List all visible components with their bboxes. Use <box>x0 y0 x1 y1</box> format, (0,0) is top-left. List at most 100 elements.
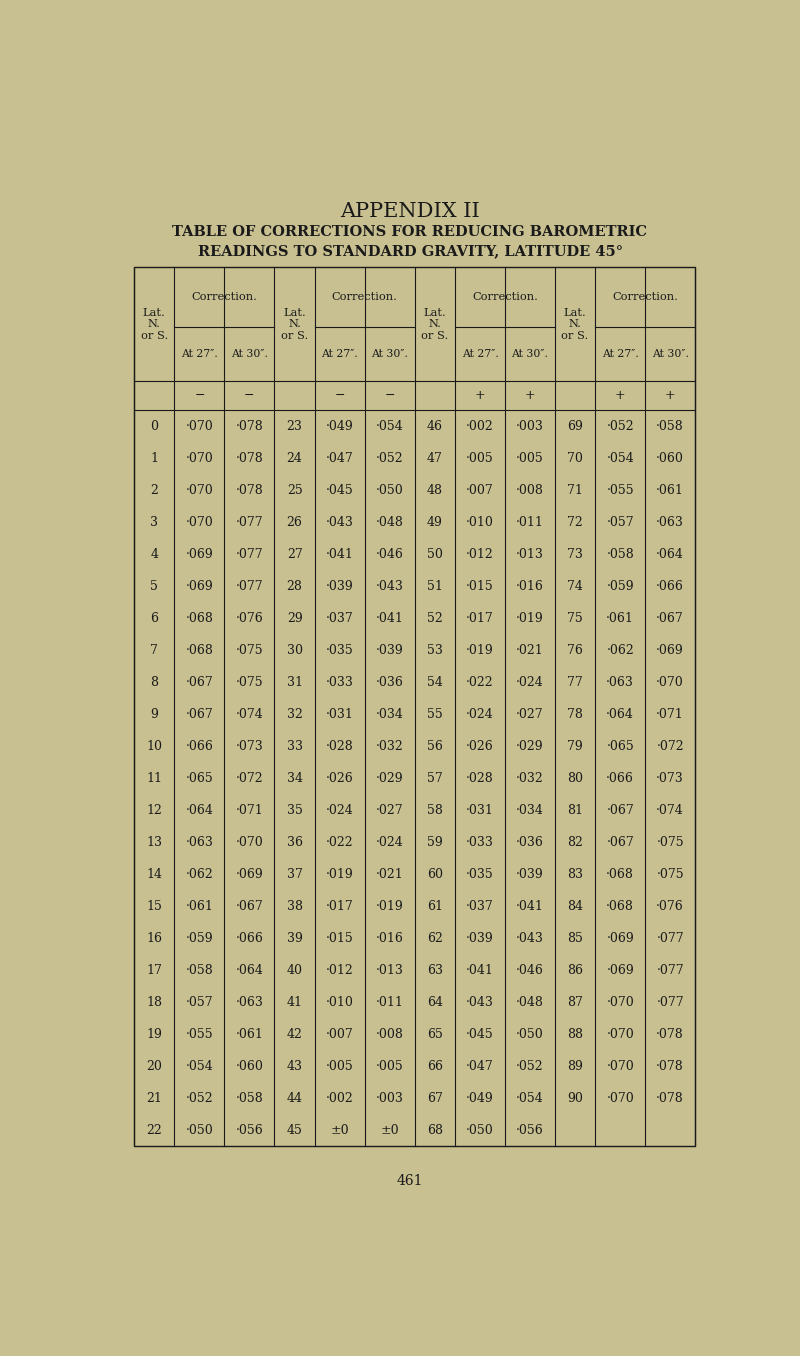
Text: ·067: ·067 <box>656 612 684 625</box>
Text: 49: 49 <box>427 515 442 529</box>
Text: ·011: ·011 <box>376 995 404 1009</box>
Text: 17: 17 <box>146 964 162 976</box>
Text: 3: 3 <box>150 515 158 529</box>
Text: ·074: ·074 <box>235 708 263 721</box>
Text: 2: 2 <box>150 484 158 496</box>
Text: 24: 24 <box>286 452 302 465</box>
Text: 67: 67 <box>427 1092 442 1105</box>
Text: ·070: ·070 <box>606 1060 634 1073</box>
Text: ·048: ·048 <box>516 995 544 1009</box>
Text: ·034: ·034 <box>376 708 404 721</box>
Text: 41: 41 <box>286 995 302 1009</box>
Text: ·069: ·069 <box>656 644 684 656</box>
Text: ·067: ·067 <box>606 804 634 816</box>
Text: ·019: ·019 <box>516 612 544 625</box>
Text: 53: 53 <box>427 644 442 656</box>
Text: ·073: ·073 <box>235 740 263 753</box>
Text: ·077: ·077 <box>235 548 263 561</box>
Text: ·041: ·041 <box>326 548 354 561</box>
Text: ·069: ·069 <box>606 964 634 976</box>
Text: ·070: ·070 <box>656 675 684 689</box>
Text: ·077: ·077 <box>657 995 684 1009</box>
Text: ·055: ·055 <box>606 484 634 496</box>
Text: ·043: ·043 <box>376 580 404 593</box>
Text: 26: 26 <box>286 515 302 529</box>
Text: 71: 71 <box>567 484 583 496</box>
Text: 80: 80 <box>567 772 583 785</box>
Text: 43: 43 <box>286 1060 302 1073</box>
Text: ·041: ·041 <box>376 612 404 625</box>
Text: ·032: ·032 <box>516 772 544 785</box>
Text: ·073: ·073 <box>656 772 684 785</box>
Text: ·048: ·048 <box>376 515 404 529</box>
Text: ·062: ·062 <box>606 644 634 656</box>
Text: 63: 63 <box>427 964 443 976</box>
Text: ·005: ·005 <box>516 452 544 465</box>
Text: READINGS TO STANDARD GRAVITY, LATITUDE 45°: READINGS TO STANDARD GRAVITY, LATITUDE 4… <box>198 244 622 258</box>
Text: 13: 13 <box>146 835 162 849</box>
Text: ·012: ·012 <box>326 964 354 976</box>
Text: 75: 75 <box>567 612 583 625</box>
Text: 11: 11 <box>146 772 162 785</box>
Text: ·019: ·019 <box>466 644 494 656</box>
Text: ·078: ·078 <box>235 484 263 496</box>
Text: ·077: ·077 <box>657 932 684 945</box>
Text: 30: 30 <box>286 644 302 656</box>
Text: ·069: ·069 <box>606 932 634 945</box>
Text: 7: 7 <box>150 644 158 656</box>
Text: ·050: ·050 <box>376 484 403 496</box>
Text: ·064: ·064 <box>235 964 263 976</box>
Text: ·050: ·050 <box>186 1124 214 1136</box>
Text: 0: 0 <box>150 420 158 433</box>
Text: 15: 15 <box>146 900 162 913</box>
Text: 12: 12 <box>146 804 162 816</box>
Text: ·019: ·019 <box>376 900 403 913</box>
Text: ·026: ·026 <box>326 772 354 785</box>
Text: ·007: ·007 <box>326 1028 354 1041</box>
Text: ·064: ·064 <box>186 804 214 816</box>
Text: At 27″.: At 27″. <box>322 348 358 359</box>
Text: 25: 25 <box>286 484 302 496</box>
Text: At 27″.: At 27″. <box>462 348 498 359</box>
Text: ·078: ·078 <box>235 452 263 465</box>
Text: 79: 79 <box>567 740 583 753</box>
Text: ·070: ·070 <box>606 1092 634 1105</box>
Text: 4: 4 <box>150 548 158 561</box>
Text: ·049: ·049 <box>466 1092 494 1105</box>
Text: 1: 1 <box>150 452 158 465</box>
Text: ·050: ·050 <box>466 1124 494 1136</box>
Text: ·039: ·039 <box>516 868 544 881</box>
Text: ·075: ·075 <box>657 835 684 849</box>
Text: 54: 54 <box>427 675 442 689</box>
Text: ·028: ·028 <box>326 740 354 753</box>
Text: 70: 70 <box>567 452 583 465</box>
Text: +: + <box>665 389 675 403</box>
Text: ·077: ·077 <box>235 515 263 529</box>
Text: ·015: ·015 <box>466 580 494 593</box>
Text: ·034: ·034 <box>516 804 544 816</box>
Text: Correction.: Correction. <box>332 292 398 302</box>
Text: 38: 38 <box>286 900 302 913</box>
Text: ·066: ·066 <box>235 932 263 945</box>
Text: ·017: ·017 <box>326 900 354 913</box>
Text: ·067: ·067 <box>235 900 263 913</box>
Text: ·041: ·041 <box>466 964 494 976</box>
Text: ·024: ·024 <box>516 675 544 689</box>
Text: 14: 14 <box>146 868 162 881</box>
Text: ·037: ·037 <box>466 900 494 913</box>
Text: ·047: ·047 <box>326 452 354 465</box>
Text: ·043: ·043 <box>326 515 354 529</box>
Text: ·075: ·075 <box>657 868 684 881</box>
Text: +: + <box>615 389 626 403</box>
Text: ·055: ·055 <box>186 1028 214 1041</box>
Text: 48: 48 <box>427 484 443 496</box>
Text: At 27″.: At 27″. <box>181 348 218 359</box>
Text: ·063: ·063 <box>606 675 634 689</box>
Text: ·039: ·039 <box>466 932 494 945</box>
Text: 6: 6 <box>150 612 158 625</box>
Text: 89: 89 <box>567 1060 583 1073</box>
Text: ·054: ·054 <box>186 1060 214 1073</box>
Text: ·078: ·078 <box>656 1092 684 1105</box>
Text: ·050: ·050 <box>516 1028 544 1041</box>
Text: APPENDIX II: APPENDIX II <box>340 202 480 221</box>
